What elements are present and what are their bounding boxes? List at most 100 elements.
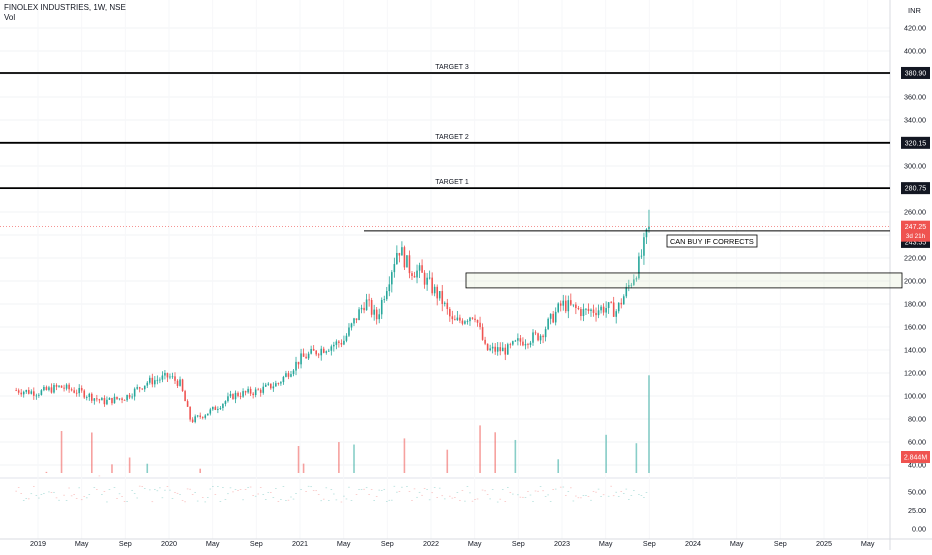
candle-body <box>358 309 360 321</box>
volume-bar <box>224 499 227 500</box>
price-tick-label: 360.00 <box>904 93 926 102</box>
volume-bar <box>365 487 368 489</box>
volume-bar <box>88 494 91 495</box>
price-tick-label: 40.00 <box>908 461 926 470</box>
volume-bar <box>80 499 83 501</box>
volume-bar <box>557 459 560 473</box>
candle-body <box>353 318 355 324</box>
target-label: TARGET 1 <box>435 179 469 186</box>
volume-bar <box>406 486 408 487</box>
candle-body <box>587 308 590 312</box>
candle-body <box>179 379 181 386</box>
volume-bar <box>116 498 118 499</box>
price-tick-label: 300.00 <box>904 162 926 171</box>
candle-body <box>234 392 237 400</box>
candle-body <box>219 408 222 409</box>
volume-bar <box>564 495 567 496</box>
price-tick-label: 160.00 <box>904 323 926 332</box>
candle-body <box>567 300 570 312</box>
volume-bar <box>222 487 224 488</box>
volume-bar <box>103 491 106 492</box>
volume-bar <box>295 493 297 494</box>
candle-body <box>27 389 30 394</box>
volume-bar <box>459 499 461 501</box>
volume-bar <box>179 494 181 495</box>
candle-body <box>171 376 174 378</box>
volume-bar <box>85 497 88 499</box>
volume-bar <box>262 494 265 495</box>
volume-bar <box>577 497 580 499</box>
volume-bar <box>517 494 519 496</box>
candle-body <box>148 377 151 383</box>
candle-body <box>275 383 277 387</box>
candle-body <box>340 342 343 345</box>
candle-body <box>232 394 234 400</box>
candle-body <box>592 309 595 313</box>
volume-bar <box>484 490 486 492</box>
candle-body <box>610 302 612 304</box>
candle-body <box>433 286 436 294</box>
volume-bar <box>136 497 138 499</box>
candle-body <box>370 300 373 315</box>
candle-body <box>290 374 292 377</box>
volume-bar <box>227 493 229 495</box>
candle-body <box>413 275 416 278</box>
candle-body <box>249 388 252 394</box>
candle-body <box>431 277 433 294</box>
volume-bar <box>209 488 212 490</box>
time-tick-label: Sep <box>381 539 394 548</box>
volume-bar <box>249 486 252 488</box>
candle-body <box>461 320 464 324</box>
candle-body <box>408 255 411 274</box>
volume-bar <box>602 494 605 496</box>
volume-bar <box>607 495 610 497</box>
volume-bar <box>33 486 35 487</box>
volume-bar <box>267 492 270 493</box>
volume-bar <box>206 497 209 498</box>
candle-body <box>15 390 17 392</box>
volume-bar <box>466 486 469 487</box>
candle-body <box>116 396 118 399</box>
volume-bar <box>126 501 128 502</box>
volume-bar <box>378 489 381 491</box>
candle-body <box>33 391 35 396</box>
candle-body <box>401 247 403 256</box>
volume-bar <box>625 488 628 490</box>
volume-bar <box>138 485 141 487</box>
volume-bar <box>575 495 577 497</box>
candle-body <box>456 317 459 321</box>
volume-bar <box>297 445 300 473</box>
target-levels: TARGET 3 380.90 TARGET 2 320.15 TARGET 1 280.… <box>0 64 930 463</box>
target-price-tag-label: 380.90 <box>905 71 927 78</box>
volume-bar <box>471 500 474 502</box>
volume-bar <box>264 499 267 500</box>
candle-body <box>512 341 514 345</box>
volume-bar <box>590 499 592 501</box>
volume-bar <box>300 489 302 490</box>
candle-body <box>554 311 557 323</box>
bar-countdown-label: 3d 21h <box>906 233 926 240</box>
volume-bar <box>615 491 618 493</box>
candle-body <box>101 398 103 401</box>
candle-body <box>330 346 333 351</box>
candle-body <box>640 255 643 257</box>
volume-bar <box>436 497 439 498</box>
target-price-tag <box>901 182 930 195</box>
candle-body <box>30 391 33 394</box>
candle-body <box>602 306 605 313</box>
volume-bar <box>542 490 544 492</box>
volume-bar <box>151 501 154 503</box>
candle-body <box>322 348 325 353</box>
candle-body <box>63 387 65 389</box>
chart-header: FINOLEX INDUSTRIES, 1W, NSE Vol <box>4 3 126 23</box>
volume-bar <box>68 487 70 489</box>
volume-bar <box>628 499 630 500</box>
volume-bar <box>464 500 466 502</box>
candle-body <box>123 399 126 401</box>
volume-bar <box>189 488 191 490</box>
candle-body <box>585 308 587 310</box>
volume-bar <box>433 487 436 488</box>
volume-bar <box>491 489 494 490</box>
